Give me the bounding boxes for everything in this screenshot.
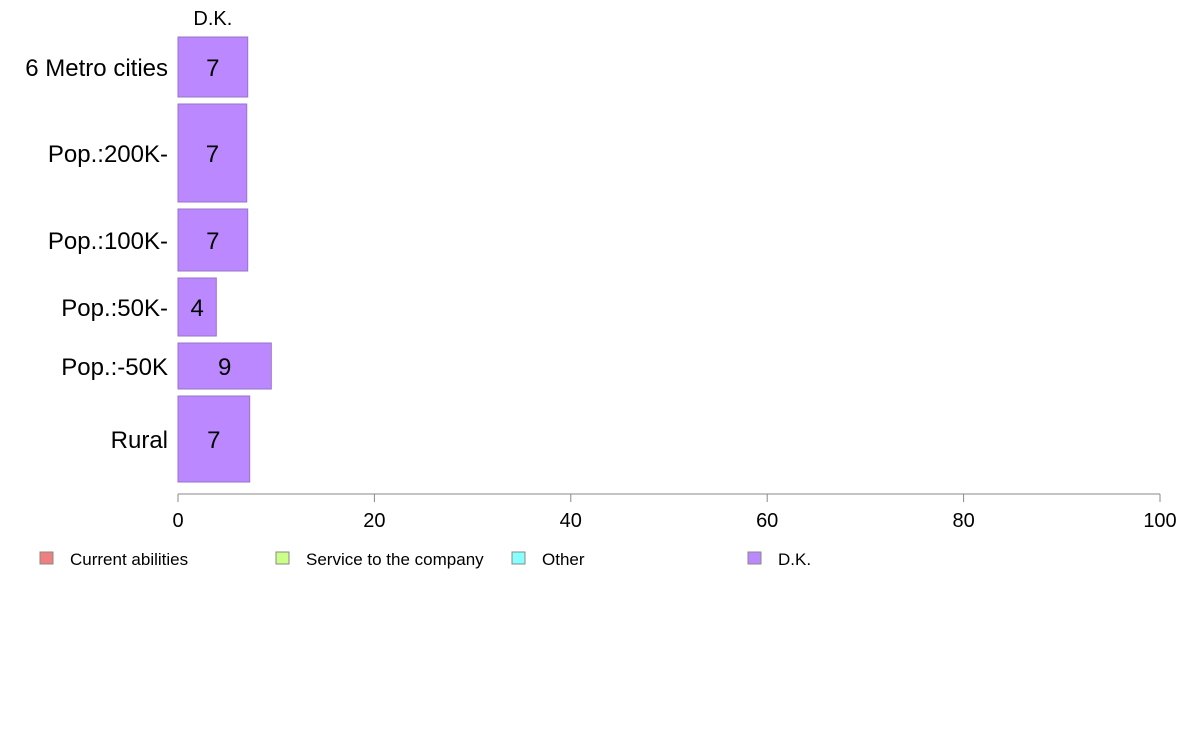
bar-1-series-3: [177, 103, 248, 203]
legend-swatch-3: [747, 551, 762, 565]
x-tick-label-1: 20: [363, 510, 385, 532]
bar-0-series-3: [177, 36, 249, 98]
legend-swatch-2: [511, 551, 526, 565]
bar-value-label-5: 7: [207, 427, 220, 454]
category-label-3: Pop.:50K-: [61, 295, 168, 322]
bar-value-label-1: 7: [206, 141, 219, 168]
category-label-0: 6 Metro cities: [25, 55, 168, 82]
legend-label-2: Other: [542, 550, 585, 569]
bar-4-series-3: [177, 342, 272, 390]
x-tick-label-3: 60: [756, 510, 778, 532]
bar-2-series-3: [177, 208, 249, 272]
bar-5-series-3: [177, 395, 251, 483]
category-label-1: Pop.:200K-: [48, 141, 168, 168]
bar-3-series-3: [177, 277, 217, 337]
legend-label-1: Service to the company: [306, 550, 484, 569]
legend-label-3: D.K.: [778, 550, 811, 569]
x-tick-label-4: 80: [952, 510, 974, 532]
bar-value-label-2: 7: [206, 228, 219, 255]
x-tick-label-2: 40: [560, 510, 582, 532]
category-labels: 6 Metro cities Pop.:200K- Pop.:100K- Pop.:5…: [25, 55, 168, 454]
x-tick-label-0: 0: [172, 510, 183, 532]
series-top-label: D.K.: [193, 8, 232, 30]
legend-swatch-1: [275, 551, 290, 565]
legend-label-0: Current abilities: [70, 550, 188, 569]
bars-group: 7 7 7 4 9 7: [177, 36, 272, 483]
x-tick-label-5: 100: [1143, 510, 1176, 532]
bar-value-label-4: 9: [218, 354, 231, 381]
category-label-5: Rural: [111, 427, 168, 454]
legend: Current abilities Service to the company O…: [39, 550, 811, 569]
bar-value-label-3: 4: [190, 295, 203, 322]
x-axis: 0 20 40 60 80 100: [172, 493, 1177, 532]
category-label-2: Pop.:100K-: [48, 228, 168, 255]
category-label-4: Pop.:-50K: [61, 354, 168, 381]
legend-swatch-0: [39, 551, 54, 565]
bar-value-label-0: 7: [206, 55, 219, 82]
